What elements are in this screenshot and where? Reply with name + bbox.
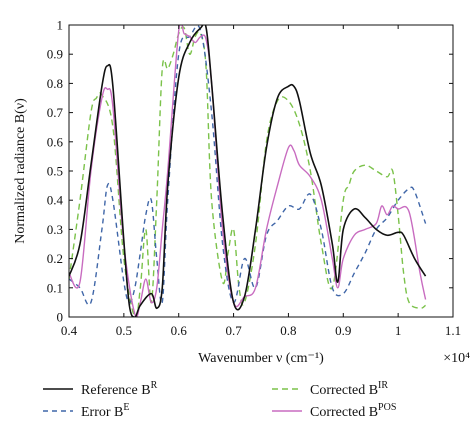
y-tick-label: 0.3 (47, 222, 63, 237)
series-layer (69, 25, 427, 317)
x-axis-multiplier: ×10⁴ (443, 351, 470, 366)
legend-label-main: Corrected B (310, 405, 378, 420)
series-line-2 (69, 25, 427, 306)
x-tick-label: 0.4 (61, 323, 78, 338)
y-axis-label: Normalized radiance B(ν) (13, 98, 28, 244)
x-tick-label: 0.8 (280, 323, 296, 338)
legend-label-2: Error BE (81, 402, 130, 420)
x-tick-label: 1 (395, 323, 402, 338)
legend-label-superscript: E (123, 402, 129, 413)
legend-label-4: Corrected BPOS (310, 402, 396, 420)
y-tick-label: 0.9 (47, 47, 63, 62)
legend-label-3: Corrected BIR (310, 380, 388, 398)
y-tick-label: 0.7 (47, 105, 64, 120)
y-tick-label: 0.2 (47, 251, 63, 266)
ticks-layer: 0.4 0.5 0.6 0.7 0.8 0.9 1 1.1 0 0.1 0.2 0.3 0.4 0.5 0.… (47, 18, 461, 339)
x-tick-label: 0.9 (335, 323, 351, 338)
y-tick-label: 0.1 (47, 280, 63, 295)
y-tick-label: 0 (57, 310, 64, 325)
y-tick-label: 0.5 (47, 164, 63, 179)
legend-label-main: Reference B (81, 383, 151, 398)
x-tick-label: 0.5 (116, 323, 132, 338)
y-tick-label: 0.6 (47, 134, 64, 149)
legend-label-1: Reference BR (81, 380, 158, 398)
legend-label-superscript: IR (378, 380, 388, 391)
legend-label-superscript: R (151, 380, 158, 391)
series-line-1 (69, 25, 427, 317)
x-tick-label: 0.7 (225, 323, 242, 338)
series-line-3 (69, 26, 426, 317)
x-axis-label: Wavenumber ν (cm⁻¹) (198, 351, 324, 366)
x-tick-label: 0.6 (171, 323, 188, 338)
y-tick-label: 0.8 (47, 76, 63, 91)
x-tick-label: 1.1 (445, 323, 461, 338)
legend-label-superscript: POS (378, 402, 396, 413)
legend-label-main: Corrected B (310, 383, 378, 398)
series-line-4 (69, 25, 427, 317)
y-tick-label: 1 (57, 18, 64, 33)
legend-label-main: Error B (81, 405, 123, 420)
y-tick-label: 0.4 (47, 193, 64, 208)
